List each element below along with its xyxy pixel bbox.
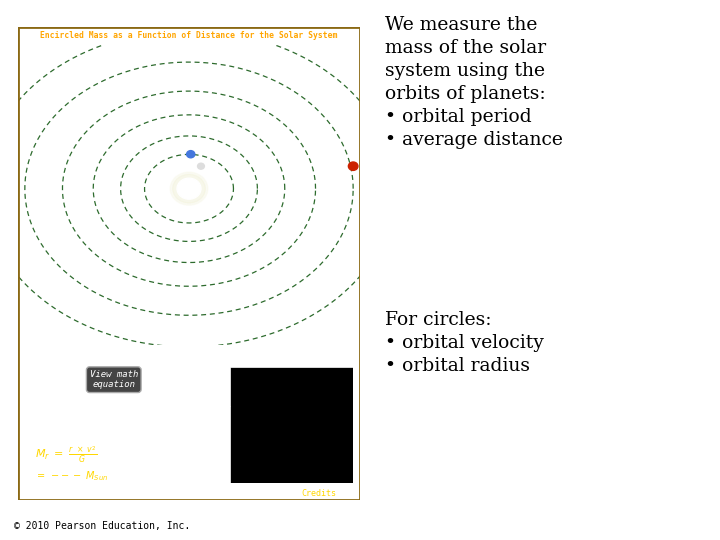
Text: We measure the
mass of the solar
system using the
orbits of planets:
• orbital p: We measure the mass of the solar system … bbox=[385, 16, 563, 148]
Text: Velocity:: Velocity: bbox=[49, 404, 91, 413]
Circle shape bbox=[170, 172, 208, 205]
Text: Radius:: Radius: bbox=[49, 425, 81, 434]
Text: Encircled Mass as a Function of Distance for the Solar System: Encircled Mass as a Function of Distance… bbox=[40, 31, 338, 40]
Text: $M_r\ =\ \frac{r\ \times\ v^2}{G}$: $M_r\ =\ \frac{r\ \times\ v^2}{G}$ bbox=[35, 445, 97, 465]
Circle shape bbox=[217, 215, 223, 221]
Text: ——: —— bbox=[100, 404, 109, 413]
Circle shape bbox=[177, 178, 201, 199]
Text: View math
equation: View math equation bbox=[89, 370, 138, 389]
Circle shape bbox=[173, 174, 205, 203]
Y-axis label: Encircled mass (M☉) →: Encircled mass (M☉) → bbox=[209, 386, 214, 464]
Circle shape bbox=[186, 151, 195, 158]
Text: Credits: Credits bbox=[302, 489, 336, 498]
Text: $=\ \mathrm{---}\ M_{Sun}$: $=\ \mathrm{---}\ M_{Sun}$ bbox=[35, 469, 109, 483]
X-axis label: Distance from Sun (AU) →: Distance from Sun (AU) → bbox=[246, 501, 336, 506]
Text: For circles:
• orbital velocity
• orbital radius: For circles: • orbital velocity • orbita… bbox=[385, 311, 544, 375]
Text: How To Use: How To Use bbox=[37, 489, 87, 498]
Circle shape bbox=[197, 163, 204, 169]
Text: © 2010 Pearson Education, Inc.: © 2010 Pearson Education, Inc. bbox=[14, 522, 191, 531]
Text: ——: —— bbox=[100, 425, 109, 434]
Circle shape bbox=[348, 162, 358, 171]
